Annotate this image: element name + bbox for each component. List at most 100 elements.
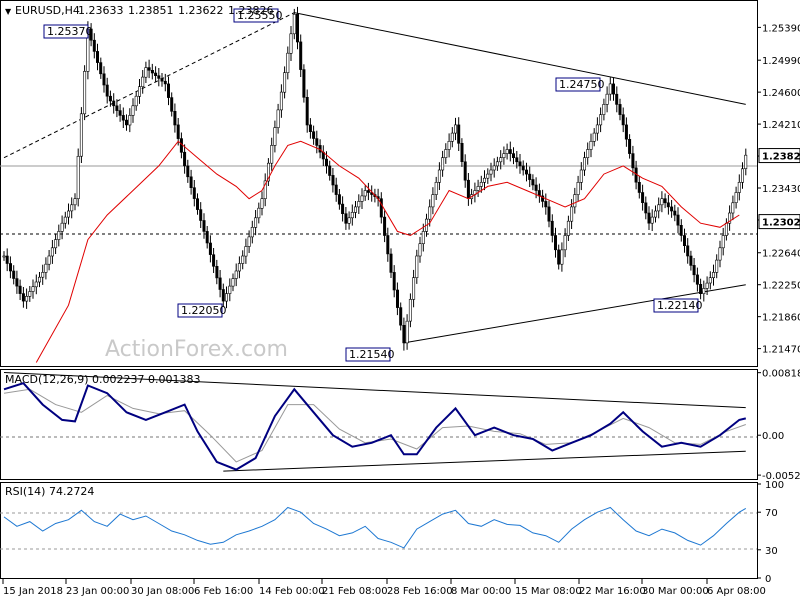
candle-body [279,91,283,111]
horizontal-level-tag-box [758,214,800,230]
candle-body [357,201,361,208]
candle-body [260,198,264,209]
candle-body [312,131,316,139]
price-annotation-label: 1.25550 [237,9,283,22]
candle-body [386,235,390,255]
candle-body [644,202,648,214]
candle-body [383,216,387,236]
candle-body [337,194,341,205]
candle-body [12,270,16,279]
candle-body [73,198,77,206]
candle-body [434,182,438,195]
candle-body [615,93,619,105]
price-annotation-box [345,347,391,362]
time-axis-label: 8 Mar 00:00 [451,586,511,597]
candle-body [528,173,532,180]
candle-body [402,324,406,344]
candle-body [676,214,680,226]
candle-body [112,100,116,107]
candle-body [138,86,142,97]
candle-body [47,255,51,265]
candle-body [308,124,312,133]
candle-body [492,165,496,171]
macd-title: MACD(12,26,9) 0.002237 0.001383 [5,373,201,386]
candle-body [444,149,448,158]
candle-body [466,179,470,199]
candle-body [450,132,454,142]
price-axis: 1.253901.249901.246001.242101.238201.234… [757,23,800,356]
candle-body [89,28,93,41]
candle-body [505,149,509,154]
candle-body [50,247,54,257]
header-value-high: 1.23851 [128,4,174,17]
candle-body [553,235,557,251]
candle-body [550,220,554,236]
candle-body [315,138,319,146]
candle-body [360,195,364,202]
time-axis-label: 21 Feb 08:00 [322,586,388,597]
candle-body [228,285,232,294]
candle-body [482,177,486,183]
candle-body [157,75,161,79]
candle-body [586,149,590,158]
candle-body [476,186,480,191]
candle-body [186,165,190,178]
candle-body [437,169,441,183]
price-annotation-box [555,77,601,92]
candle-body [125,119,129,126]
price-annotation-box [43,24,89,39]
candle-body [250,227,254,238]
candle-body [628,139,632,154]
time-axis: 15 Jan 2018 23 Jan 00:00 30 Jan 08:00 6 Feb… [2,579,766,597]
rsi-axis-label: 100 [765,480,784,491]
macd-main-line [3,382,747,471]
candle-body [15,278,19,287]
candle-body [331,175,335,186]
candle-body [728,212,732,224]
candle-body [44,263,48,273]
candle-body [495,161,499,167]
candle-body [334,184,338,195]
macd-axis-label: 0.00 [762,431,784,442]
candle-body [102,73,106,86]
candle-body [715,259,719,273]
candle-body [9,263,13,272]
candle-body [663,198,667,204]
candle-body [257,207,261,219]
time-axis-label: 6 Apr 08:00 [707,586,766,597]
candle-body [144,67,148,78]
candle-body [412,277,416,300]
macd-panel: 0.008182 0.00 -0.005223 MACD(12,26,9) 0.00… [0,369,800,482]
candle-body [299,41,303,70]
candle-body [28,291,32,297]
candle-body [324,158,328,167]
candle-body [108,95,112,102]
candle-body [531,179,535,186]
candle-body [666,202,670,208]
candle-body [231,278,235,287]
candle-body [237,263,241,272]
candle-body [708,277,712,284]
candle-body [679,225,683,236]
candle-body [447,141,451,150]
candle-body [521,165,525,171]
candle-body [67,210,71,218]
candle-body [115,105,119,111]
candle-body [711,272,715,278]
candle-body [167,83,171,98]
candle-body [744,154,748,169]
current-price-tag-label: 1.23826 [762,152,800,163]
candle-body [605,93,609,105]
rsi-title: RSI(14) 74.2724 [5,485,94,498]
candle-body [408,299,412,322]
candle-body [460,143,464,163]
candles [2,6,748,351]
rsi-axis-label: 70 [765,508,778,519]
candle-body [660,198,664,206]
candle-body [463,161,467,181]
candle-body [702,288,706,294]
price-panel-frame [0,0,758,367]
symbol-header: ▼ EURUSD,H4 1.23633 1.23851 1.23622 1.23… [5,4,274,17]
candle-body [189,176,193,189]
candle-body [599,114,603,126]
